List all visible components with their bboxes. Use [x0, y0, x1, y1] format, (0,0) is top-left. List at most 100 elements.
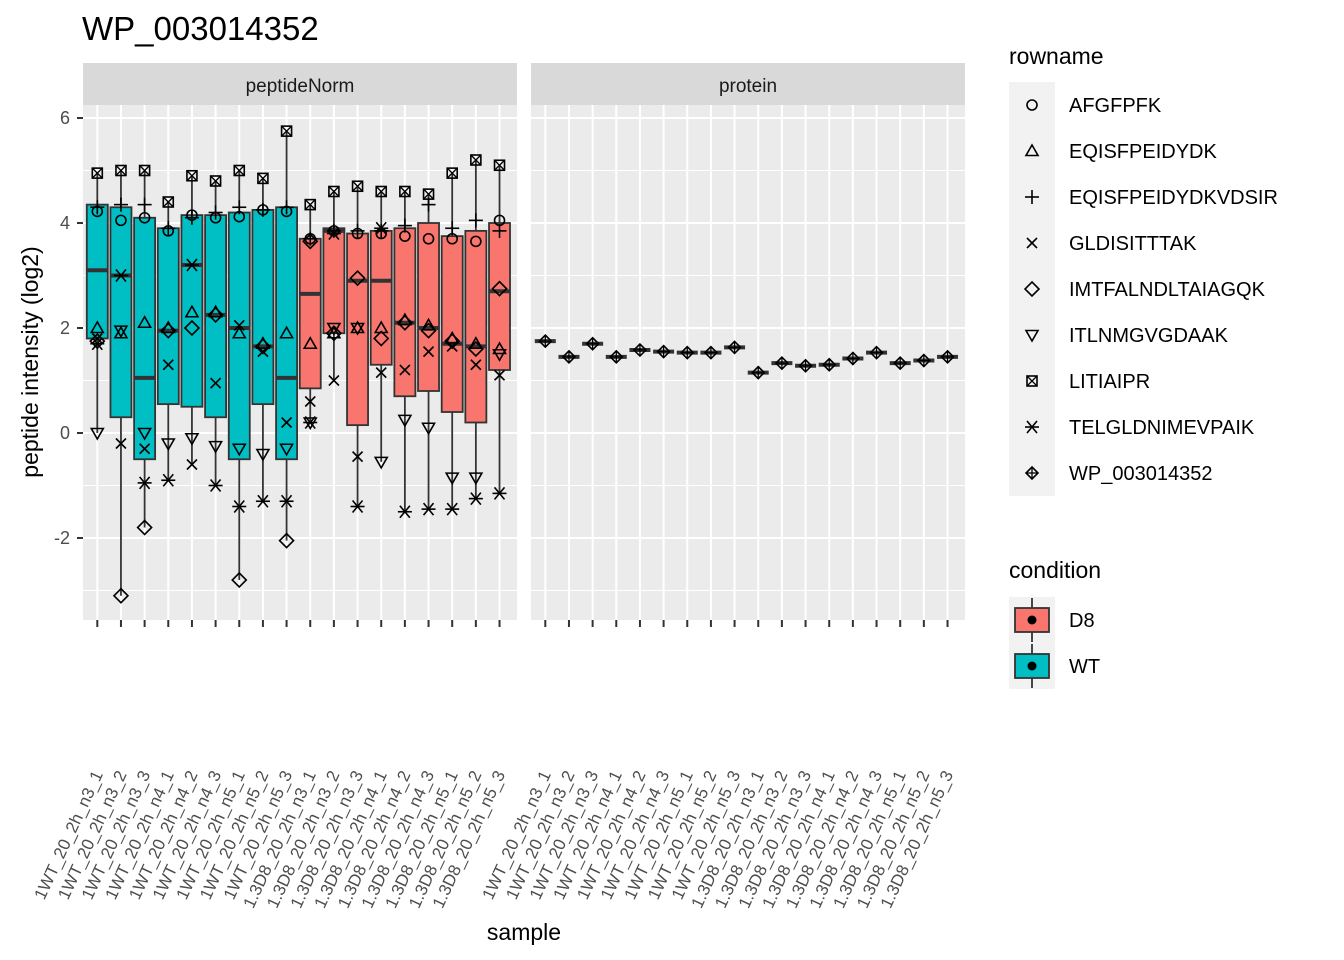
- point-litiaipr: [257, 172, 269, 185]
- point-eqisfpeidydkvdsir: [161, 221, 176, 236]
- marker-square-x-b: [399, 186, 411, 197]
- box: [156, 227, 180, 406]
- point-itlnmgvgdaak: [397, 414, 413, 428]
- legend-rowname-label: ITLNMGVGDAAK: [1069, 325, 1229, 347]
- point-protein: [869, 345, 884, 360]
- marker-diamond: [112, 587, 130, 604]
- point-protein: [538, 333, 553, 349]
- marker-cross-b: [115, 437, 127, 450]
- point-litiaipr: [91, 167, 104, 179]
- point-telgldnimevpaik: [137, 476, 152, 490]
- marker-triangle-down: [468, 472, 484, 486]
- legend-key-square-cross: [1026, 375, 1038, 387]
- legend-rowname-label: IMTFALNDLTAIAGQK: [1069, 279, 1266, 301]
- box: [417, 222, 440, 392]
- point-protein: [609, 349, 624, 365]
- marker-square-x-b: [139, 165, 151, 176]
- point-protein: [845, 351, 861, 366]
- point-gldisitttak: [328, 374, 340, 387]
- y-tick-label: 2: [60, 318, 70, 338]
- point-telgldnimevpaik: [374, 221, 389, 235]
- point-litiaipr: [470, 154, 482, 166]
- point-gldisitttak: [91, 332, 103, 345]
- marker-square: [91, 167, 104, 179]
- point-imtfalndltaiagqk: [467, 340, 484, 358]
- point-itlnmgvgdaak: [231, 443, 247, 457]
- point-gldisitttak: [351, 451, 364, 463]
- point-imtfalndltaiagqk: [160, 322, 177, 339]
- legend-condition-label: D8: [1069, 610, 1095, 632]
- marker-circle: [1026, 99, 1038, 111]
- marker-asterisk-b: [351, 499, 364, 514]
- point-eqisfpeidydkvdsir: [397, 218, 412, 233]
- legend-condition-title: condition: [1009, 557, 1101, 583]
- marker-square: [1026, 375, 1038, 387]
- point-eqisfpeidydk: [302, 336, 318, 350]
- marker-square-x-b: [162, 196, 174, 208]
- point-eqisfpeidydk: [279, 325, 294, 339]
- box: [251, 208, 275, 406]
- point-telgldnimevpaik: [255, 494, 270, 508]
- box: [133, 216, 157, 461]
- marker-triangle-down: [373, 456, 389, 470]
- point-litiaipr: [446, 167, 459, 179]
- marker-asterisk-b: [493, 486, 506, 500]
- point-telgldnimevpaik: [445, 502, 460, 516]
- legend-rowname-label: EQISFPEIDYDKVDSIR: [1069, 187, 1278, 209]
- marker-triangle: [326, 325, 342, 339]
- marker-square: [470, 154, 482, 166]
- point-telgldnimevpaik: [468, 492, 483, 506]
- point-gldisitttak: [233, 319, 245, 331]
- point-gldisitttak: [115, 437, 127, 450]
- point-gldisitttak: [304, 395, 316, 408]
- legend-key-plus: [1025, 190, 1039, 204]
- marker-square: [446, 167, 459, 179]
- point-eqisfpeidydkvdsir: [232, 200, 247, 215]
- y-tick-label: 6: [60, 108, 70, 128]
- marker-square-x-b: [281, 125, 293, 137]
- panel-strip-peptidenorm: [83, 63, 517, 105]
- point-protein: [774, 356, 790, 371]
- panel-strip-protein: [531, 63, 965, 105]
- legend-key-circle: [1026, 99, 1038, 111]
- point-itlnmgvgdaak: [468, 472, 484, 486]
- box: [227, 211, 251, 461]
- point-eqisfpeidydkvdsir: [255, 202, 270, 217]
- point-litiaipr: [493, 159, 506, 172]
- legend-key-cross: [1026, 237, 1038, 249]
- marker-square: [351, 180, 364, 193]
- marker-square: [209, 175, 222, 187]
- point-afgfpfk: [422, 232, 435, 245]
- point-eqisfpeidydkvdsir: [350, 223, 365, 238]
- marker-diamond: [420, 322, 437, 339]
- marker-square-x-b: [186, 170, 198, 182]
- point-protein: [680, 345, 695, 360]
- y-axis: -2 0 2 4 6: [54, 108, 83, 548]
- point-gldisitttak: [210, 377, 222, 389]
- point-protein: [632, 342, 648, 358]
- point-litiaipr: [351, 180, 364, 193]
- marker-diamond: [467, 340, 484, 358]
- point-imtfalndltaiagqk: [349, 269, 366, 287]
- marker-triangle-down: [255, 448, 271, 462]
- marker-square-x-b: [233, 165, 245, 176]
- point-telgldnimevpaik: [492, 486, 507, 500]
- marker-triangle-down: [231, 443, 247, 457]
- marker-cross-b: [399, 364, 411, 376]
- legend-key-triangle: [1024, 143, 1040, 157]
- legend-key-dot: [1027, 661, 1037, 671]
- marker-asterisk-b: [304, 415, 316, 430]
- marker-triangle: [89, 320, 105, 334]
- marker-cross-b: [139, 443, 151, 455]
- point-litiaipr: [375, 185, 388, 198]
- marker-triangle-down: [137, 427, 152, 441]
- point-itlnmgvgdaak: [89, 427, 105, 441]
- point-telgldnimevpaik: [303, 415, 318, 430]
- marker-triangle-down: [421, 422, 436, 436]
- x-axis: 1WT_20_2h_n3_11WT_20_2h_n3_21WT_20_2h_n3…: [31, 620, 957, 911]
- marker-square-x-b: [352, 180, 364, 192]
- marker-diamond: [325, 325, 343, 342]
- point-eqisfpeidydkvdsir: [421, 197, 436, 212]
- legend-rowname: AFGFPFK EQISFPEIDYDK EQISFPEIDYDKVDSIR GLDI…: [1009, 82, 1278, 496]
- point-protein: [940, 349, 955, 365]
